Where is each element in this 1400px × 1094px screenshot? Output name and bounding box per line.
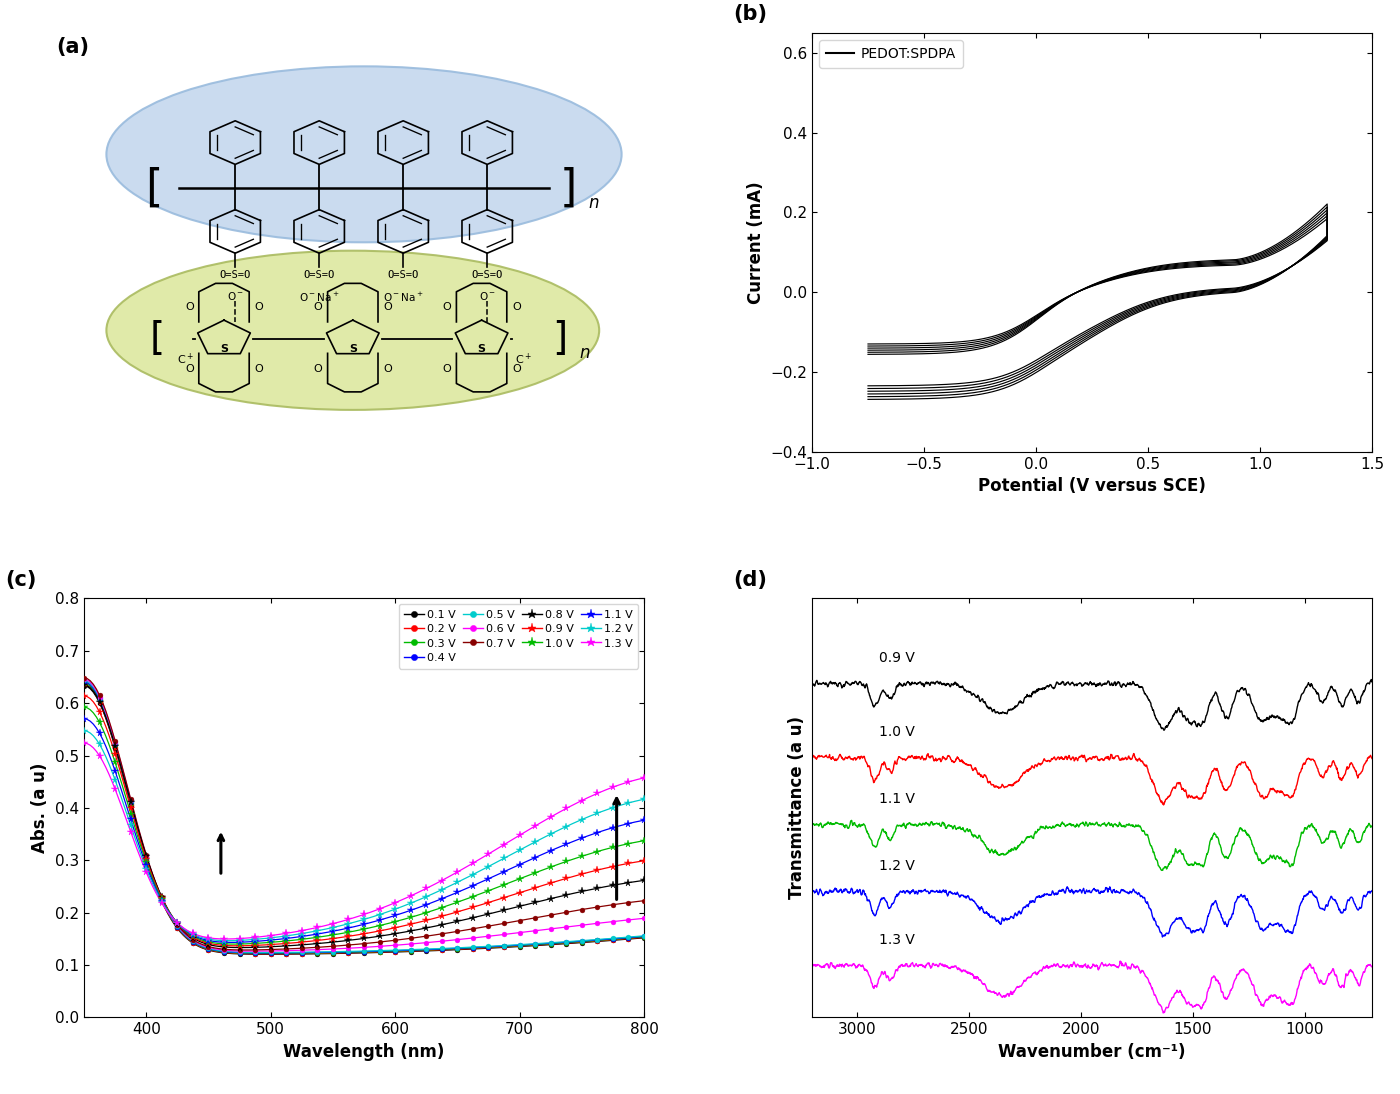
Legend: 0.1 V, 0.2 V, 0.3 V, 0.4 V, 0.5 V, 0.6 V, 0.7 V, 0.8 V, 0.9 V, 1.0 V, 1.1 V, 1.2: 0.1 V, 0.2 V, 0.3 V, 0.4 V, 0.5 V, 0.6 V… [399,604,638,668]
Text: (a): (a) [56,37,90,57]
Text: O$^-$Na$^+$: O$^-$Na$^+$ [384,291,423,304]
Text: O: O [512,302,521,312]
Text: ]: ] [560,166,577,209]
Text: [: [ [150,319,164,358]
Text: 0.9 V: 0.9 V [879,651,916,665]
X-axis label: Wavenumber (cm⁻¹): Wavenumber (cm⁻¹) [998,1043,1186,1061]
Text: S: S [220,345,228,354]
Text: O: O [185,302,193,312]
Text: O: O [314,364,322,374]
X-axis label: Potential (V versus SCE): Potential (V versus SCE) [979,477,1205,496]
Text: O: O [314,302,322,312]
Text: n: n [588,194,599,211]
Text: 1.1 V: 1.1 V [879,792,916,806]
Text: S: S [477,345,486,354]
Text: C$^+$: C$^+$ [515,352,532,368]
Text: C$^+$: C$^+$ [178,352,195,368]
Y-axis label: Current (mA): Current (mA) [746,181,764,304]
Text: O: O [255,364,263,374]
Ellipse shape [106,67,622,242]
Text: 1.0 V: 1.0 V [879,725,916,740]
Text: O: O [442,302,451,312]
Text: O=S=O: O=S=O [388,269,419,280]
Legend: PEDOT:SPDPA: PEDOT:SPDPA [819,39,963,68]
Text: (b): (b) [734,4,767,24]
Text: O$^-$: O$^-$ [479,291,496,303]
Text: (c): (c) [6,570,36,590]
Ellipse shape [106,251,599,410]
Text: O: O [384,302,392,312]
Text: O: O [442,364,451,374]
Y-axis label: Transmittance (a u): Transmittance (a u) [788,717,806,899]
Y-axis label: Abs. (a u): Abs. (a u) [31,763,49,853]
Text: O: O [185,364,193,374]
Text: 1.3 V: 1.3 V [879,933,916,947]
Text: n: n [580,345,589,362]
Text: O=S=O: O=S=O [220,269,251,280]
Text: O=S=O: O=S=O [304,269,335,280]
Text: O$^-$: O$^-$ [227,291,244,303]
Text: O: O [255,302,263,312]
Text: 1.2 V: 1.2 V [879,859,916,873]
Text: [: [ [146,166,162,209]
Text: ]: ] [553,319,567,358]
Text: O=S=O: O=S=O [472,269,503,280]
X-axis label: Wavelength (nm): Wavelength (nm) [283,1043,445,1061]
Text: O$^-$Na$^+$: O$^-$Na$^+$ [300,291,339,304]
Text: O: O [384,364,392,374]
Text: S: S [349,345,357,354]
Text: O: O [512,364,521,374]
Text: (d): (d) [734,570,767,590]
